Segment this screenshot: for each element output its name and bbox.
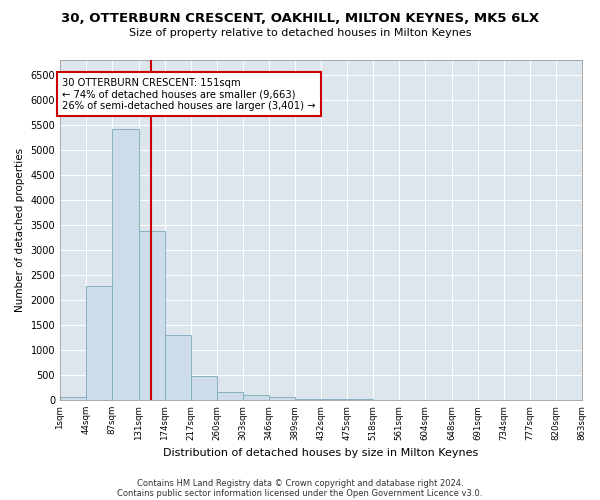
Text: Size of property relative to detached houses in Milton Keynes: Size of property relative to detached ho… [129, 28, 471, 38]
Bar [347, 398, 373, 400]
Bar [269, 396, 295, 400]
Y-axis label: Number of detached properties: Number of detached properties [15, 148, 25, 312]
Bar [165, 334, 191, 400]
X-axis label: Distribution of detached houses by size in Milton Keynes: Distribution of detached houses by size … [163, 448, 479, 458]
Bar [217, 392, 243, 400]
Text: Contains HM Land Registry data © Crown copyright and database right 2024.: Contains HM Land Registry data © Crown c… [137, 478, 463, 488]
Bar [112, 128, 139, 400]
Bar [60, 396, 86, 400]
Bar [295, 398, 321, 400]
Text: Contains public sector information licensed under the Open Government Licence v3: Contains public sector information licen… [118, 488, 482, 498]
Bar [191, 376, 217, 400]
Bar [243, 395, 269, 400]
Bar [321, 398, 347, 400]
Text: 30, OTTERBURN CRESCENT, OAKHILL, MILTON KEYNES, MK5 6LX: 30, OTTERBURN CRESCENT, OAKHILL, MILTON … [61, 12, 539, 26]
Bar [86, 286, 112, 400]
Text: 30 OTTERBURN CRESCENT: 151sqm
← 74% of detached houses are smaller (9,663)
26% o: 30 OTTERBURN CRESCENT: 151sqm ← 74% of d… [62, 78, 316, 110]
Bar [139, 230, 165, 400]
